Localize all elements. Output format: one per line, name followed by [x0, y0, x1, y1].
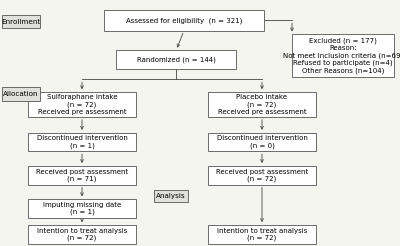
FancyBboxPatch shape: [28, 225, 136, 244]
Text: Intention to treat analysis
(n = 72): Intention to treat analysis (n = 72): [37, 228, 127, 241]
FancyBboxPatch shape: [292, 34, 394, 77]
FancyBboxPatch shape: [208, 133, 316, 151]
FancyBboxPatch shape: [28, 133, 136, 151]
Text: Imputing missing date
(n = 1): Imputing missing date (n = 1): [43, 202, 121, 215]
Text: Analysis: Analysis: [156, 193, 186, 199]
Text: Intention to treat analysis
(n = 72): Intention to treat analysis (n = 72): [217, 228, 307, 241]
FancyBboxPatch shape: [208, 166, 316, 184]
FancyBboxPatch shape: [28, 199, 136, 218]
Text: Discontinued intervention
(n = 1): Discontinued intervention (n = 1): [36, 135, 128, 149]
FancyBboxPatch shape: [154, 190, 188, 202]
Text: Discontinued intervention
(n = 0): Discontinued intervention (n = 0): [216, 135, 308, 149]
Text: Allocation: Allocation: [3, 91, 39, 97]
FancyBboxPatch shape: [28, 92, 136, 117]
Text: Sulforaphane intake
(n = 72)
Received pre assessment: Sulforaphane intake (n = 72) Received pr…: [38, 94, 126, 115]
Text: Randomized (n = 144): Randomized (n = 144): [136, 56, 216, 63]
FancyBboxPatch shape: [2, 87, 40, 101]
Text: Received post assessment
(n = 72): Received post assessment (n = 72): [216, 169, 308, 182]
FancyBboxPatch shape: [208, 92, 316, 117]
FancyBboxPatch shape: [116, 50, 236, 69]
Text: Excluded (n = 177)
Reason:
Not meet inclusion criteria (n=69)
Refused to partici: Excluded (n = 177) Reason: Not meet incl…: [283, 38, 400, 74]
FancyBboxPatch shape: [2, 15, 40, 28]
Text: Enrollment: Enrollment: [1, 18, 41, 25]
Text: Received post assessment
(n = 71): Received post assessment (n = 71): [36, 169, 128, 182]
FancyBboxPatch shape: [28, 166, 136, 184]
Text: Assessed for eligibility  (n = 321): Assessed for eligibility (n = 321): [126, 17, 242, 24]
FancyBboxPatch shape: [104, 10, 264, 31]
Text: Placebo intake
(n = 72)
Received pre assessment: Placebo intake (n = 72) Received pre ass…: [218, 94, 306, 115]
FancyBboxPatch shape: [208, 225, 316, 244]
